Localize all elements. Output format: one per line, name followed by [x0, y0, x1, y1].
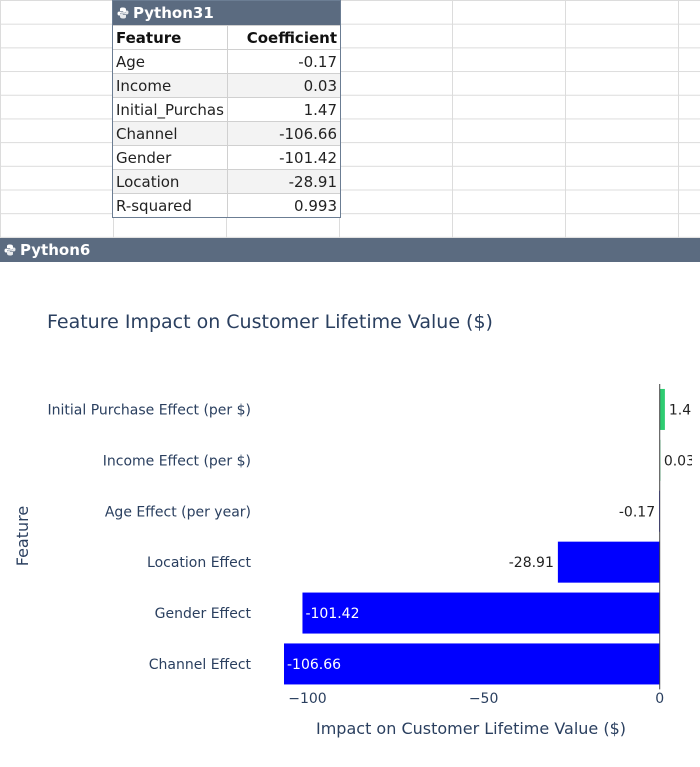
- spreadsheet-grid: [0, 0, 700, 238]
- bar-chart: Feature Impact on Customer Lifetime Valu…: [13, 311, 700, 738]
- table-header-row[interactable]: Feature Coefficient: [113, 25, 340, 50]
- data-label: -0.17: [619, 504, 655, 520]
- feature-cell[interactable]: Income: [113, 73, 228, 98]
- feature-cell[interactable]: R-squared: [113, 193, 228, 217]
- table-panel-header[interactable]: Python31: [113, 1, 340, 25]
- y-tick-label: Channel Effect: [149, 657, 252, 673]
- x-axis-title: Impact on Customer Lifetime Value ($): [316, 719, 626, 738]
- data-label: -28.91: [509, 555, 554, 571]
- chart-panel-title: Python6: [20, 241, 91, 259]
- feature-cell[interactable]: Gender: [113, 145, 228, 170]
- coefficient-cell[interactable]: 1.47: [227, 97, 340, 122]
- table-row[interactable]: Income 0.03: [113, 73, 340, 98]
- coefficient-cell[interactable]: -0.17: [227, 49, 340, 74]
- data-label: 1.47: [669, 402, 700, 418]
- x-tick-label: 0: [655, 691, 664, 707]
- python-icon: [117, 7, 129, 19]
- coefficient-cell[interactable]: 0.03: [227, 73, 340, 98]
- table-row[interactable]: Initial_Purchas 1.47: [113, 97, 340, 122]
- y-tick-label: Income Effect (per $): [103, 453, 251, 469]
- feature-cell[interactable]: Location: [113, 169, 228, 194]
- y-tick-label: Location Effect: [147, 555, 251, 571]
- data-label: -106.66: [287, 657, 341, 673]
- feature-cell[interactable]: Channel: [113, 121, 228, 146]
- coefficient-cell[interactable]: -28.91: [227, 169, 340, 194]
- feature-cell[interactable]: Feature: [113, 25, 228, 50]
- table-row[interactable]: Gender -101.42: [113, 145, 340, 170]
- python-table-output[interactable]: Python31 Feature Coefficient Age -0.17 Incom…: [112, 0, 341, 218]
- bar: [284, 643, 660, 685]
- table-row[interactable]: Age -0.17: [113, 49, 340, 74]
- y-axis-title: Feature: [13, 506, 32, 566]
- chart-area: Feature Impact on Customer Lifetime Valu…: [0, 262, 700, 763]
- bar: [557, 541, 660, 583]
- python-icon: [4, 244, 16, 256]
- table-row[interactable]: R-squared 0.993: [113, 193, 340, 217]
- data-label: -101.42: [305, 606, 359, 622]
- data-label: 0.03: [664, 453, 695, 469]
- x-tick-label: −100: [288, 691, 326, 707]
- y-tick-label: Gender Effect: [155, 606, 252, 622]
- y-tick-label: Age Effect (per year): [105, 504, 251, 520]
- x-tick-label: −50: [469, 691, 499, 707]
- bar: [302, 592, 660, 634]
- coefficient-table: Feature Coefficient Age -0.17 Income 0.03 Init…: [113, 25, 340, 217]
- chart-panel-header[interactable]: Python6: [0, 238, 700, 262]
- coefficient-cell[interactable]: Coefficient: [227, 25, 340, 50]
- table-row[interactable]: Channel -106.66: [113, 121, 340, 146]
- feature-cell[interactable]: Initial_Purchas: [113, 97, 228, 122]
- coefficient-cell[interactable]: -101.42: [227, 145, 340, 170]
- bar: [659, 388, 665, 430]
- table-panel-title: Python31: [133, 4, 214, 22]
- coefficient-cell[interactable]: -106.66: [227, 121, 340, 146]
- chart-title: Feature Impact on Customer Lifetime Valu…: [47, 311, 493, 333]
- y-tick-label: Initial Purchase Effect (per $): [48, 402, 252, 418]
- coefficient-cell[interactable]: 0.993: [227, 193, 340, 217]
- table-row[interactable]: Location -28.91: [113, 169, 340, 194]
- feature-cell[interactable]: Age: [113, 49, 228, 74]
